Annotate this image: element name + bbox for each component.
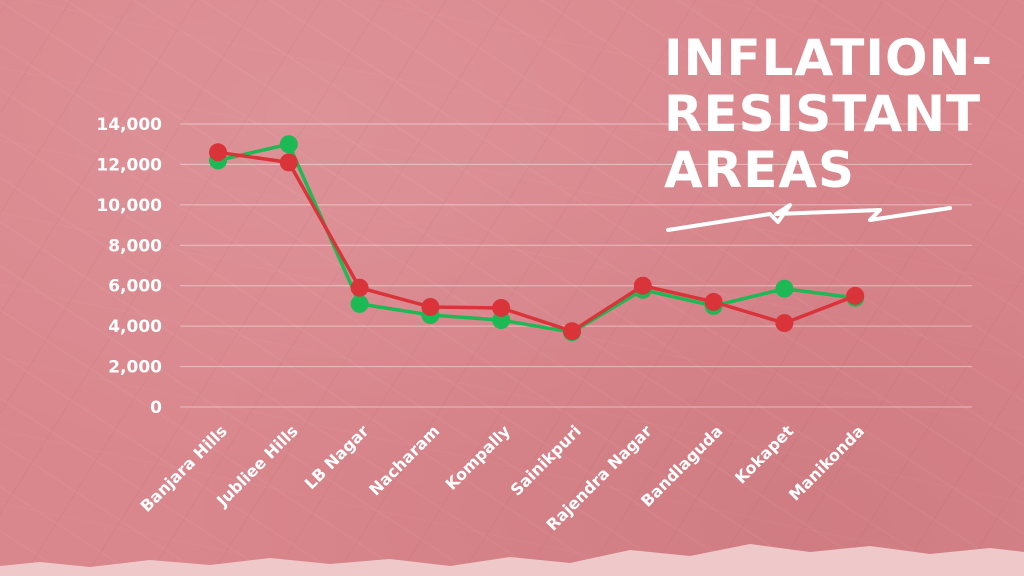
data-point [279,135,298,154]
data-point [846,286,865,305]
data-point [563,322,581,341]
torn-paper-edge [0,544,1024,576]
y-tick-label: 4,000 [108,317,162,337]
y-tick-label: 0 [150,398,162,418]
data-point [492,298,511,317]
y-tick-label: 14,000 [96,115,162,135]
series-layer [209,135,865,342]
y-axis-ticks: 0 2,000 4,000 6,000 8,000 10,000 12,000 14,000 [96,115,162,418]
data-point [209,143,227,162]
data-point [279,153,298,172]
title-line-2: RESISTANT [664,85,982,143]
data-point [775,314,794,333]
y-tick-label: 6,000 [108,277,162,297]
y-tick-label: 12,000 [96,155,162,175]
grid-lines [180,123,972,408]
data-point [775,279,794,298]
y-tick-label: 8,000 [108,236,162,256]
y-tick-label: 10,000 [96,196,162,216]
title-line-3: AREAS [664,141,856,199]
data-point [704,292,723,311]
data-point [421,297,440,316]
chart-title: INFLATION- RESISTANT AREAS [664,30,1004,198]
data-point [350,294,369,313]
data-point [350,278,369,297]
y-tick-label: 2,000 [108,358,162,378]
data-point [633,276,652,295]
title-line-1: INFLATION- [664,29,994,87]
series-line [217,150,856,333]
